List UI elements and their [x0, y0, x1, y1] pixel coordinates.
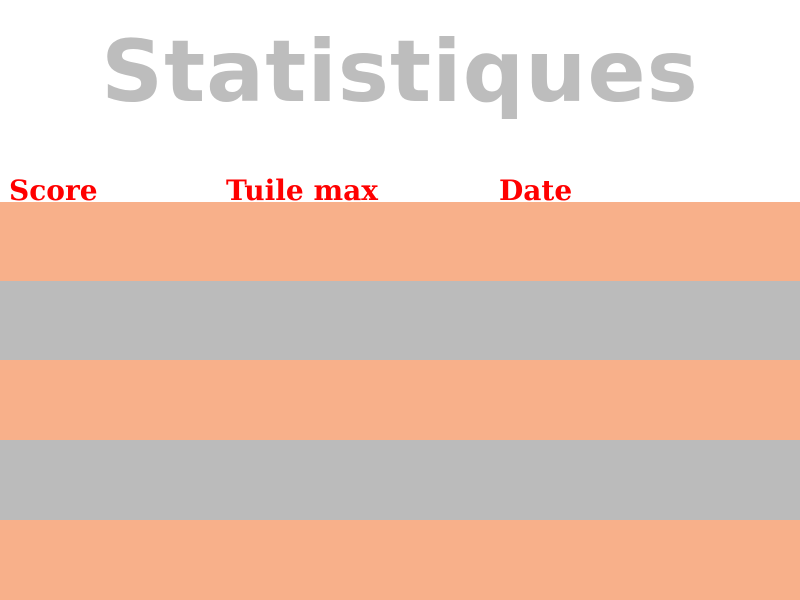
- table-row: [0, 520, 800, 600]
- date-cell: [499, 281, 794, 360]
- date-cell: [499, 440, 794, 520]
- table-header: Score Tuile max Date: [0, 170, 800, 202]
- column-header-max-tile: Tuile max: [226, 174, 378, 202]
- date-cell: [499, 360, 794, 440]
- column-header-date: Date: [499, 174, 573, 202]
- max-tile-cell: [226, 520, 496, 600]
- stats-table-body: [0, 202, 800, 600]
- table-row: [0, 281, 800, 360]
- table-row: [0, 440, 800, 520]
- column-header-score: Score: [9, 174, 98, 202]
- max-tile-cell: [226, 360, 496, 440]
- page-title: Statistiques: [101, 22, 699, 122]
- score-cell: [9, 440, 219, 520]
- table-row: [0, 202, 800, 281]
- date-cell: [499, 202, 794, 281]
- score-cell: [9, 281, 219, 360]
- score-cell: [9, 360, 219, 440]
- date-cell: [499, 520, 794, 600]
- score-cell: [9, 520, 219, 600]
- score-cell: [9, 202, 219, 281]
- table-row: [0, 360, 800, 440]
- max-tile-cell: [226, 440, 496, 520]
- max-tile-cell: [226, 281, 496, 360]
- max-tile-cell: [226, 202, 496, 281]
